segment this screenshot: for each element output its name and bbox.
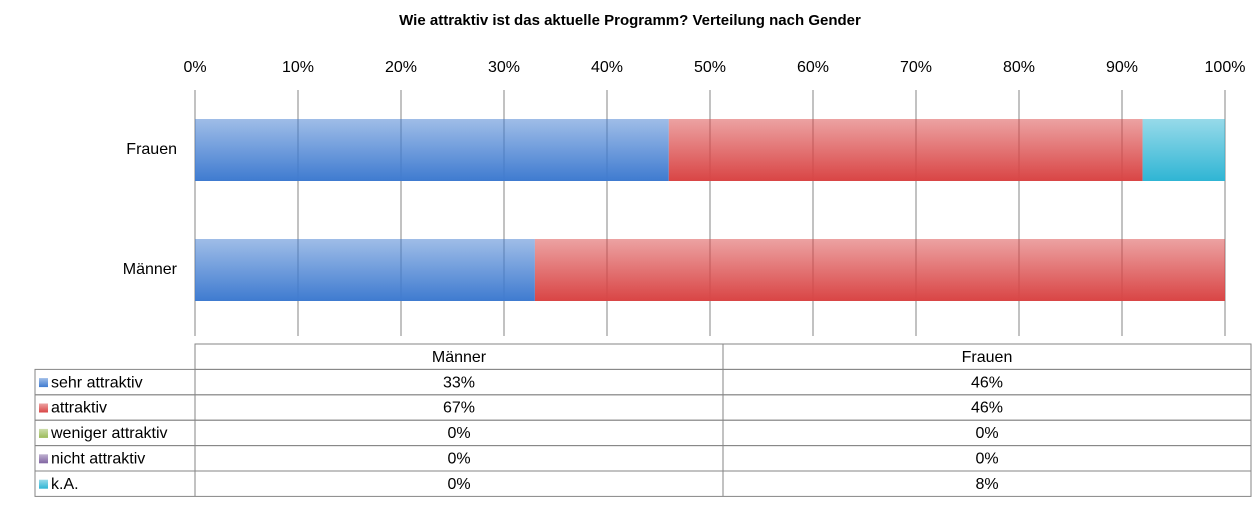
x-tick-label: 80%	[1003, 59, 1035, 76]
table-value: 0%	[975, 451, 998, 468]
x-tick-label: 70%	[900, 59, 932, 76]
legend-label: sehr attraktiv	[51, 374, 143, 391]
legend-key	[39, 403, 48, 413]
x-tick-label: 50%	[694, 59, 726, 76]
table-value: 0%	[447, 425, 470, 442]
bar-segment	[534, 239, 1225, 301]
x-tick-label: 90%	[1106, 59, 1138, 76]
table-column-header: Frauen	[962, 349, 1013, 366]
chart-title: Wie attraktiv ist das aktuelle Programm?…	[399, 12, 861, 29]
x-tick-label: 40%	[591, 59, 623, 76]
table-value: 0%	[975, 425, 998, 442]
legend-label: attraktiv	[51, 400, 107, 417]
table-value: 46%	[971, 400, 1003, 417]
bar-segment	[668, 119, 1143, 181]
legend-key	[39, 479, 48, 489]
table-value: 67%	[443, 400, 475, 417]
x-tick-label: 20%	[385, 59, 417, 76]
table-row	[34, 419, 1252, 447]
table-row	[34, 470, 1252, 497]
y-tick-label: Frauen	[126, 141, 177, 158]
legend-key	[39, 454, 48, 464]
table-row	[34, 368, 1252, 396]
x-tick-label: 0%	[183, 59, 206, 76]
x-tick-label: 10%	[282, 59, 314, 76]
table-value: 8%	[975, 476, 998, 493]
legend-key	[39, 378, 48, 388]
table-value: 0%	[447, 476, 470, 493]
bar-segment	[1142, 119, 1225, 181]
bar-segment	[195, 239, 535, 301]
table-row	[34, 445, 1252, 472]
table-value: 33%	[443, 374, 475, 391]
legend-label: k.A.	[51, 476, 79, 493]
legend-label: weniger attraktiv	[50, 425, 168, 442]
table-value: 46%	[971, 374, 1003, 391]
table-row	[34, 394, 1252, 421]
table-column-header: Männer	[432, 349, 487, 366]
legend-key	[39, 428, 48, 438]
legend-label: nicht attraktiv	[51, 451, 145, 468]
x-tick-label: 30%	[488, 59, 520, 76]
bar-segment	[195, 119, 669, 181]
table-value: 0%	[447, 451, 470, 468]
x-tick-label: 100%	[1205, 59, 1246, 76]
y-tick-label: Männer	[123, 261, 178, 278]
x-tick-label: 60%	[797, 59, 829, 76]
